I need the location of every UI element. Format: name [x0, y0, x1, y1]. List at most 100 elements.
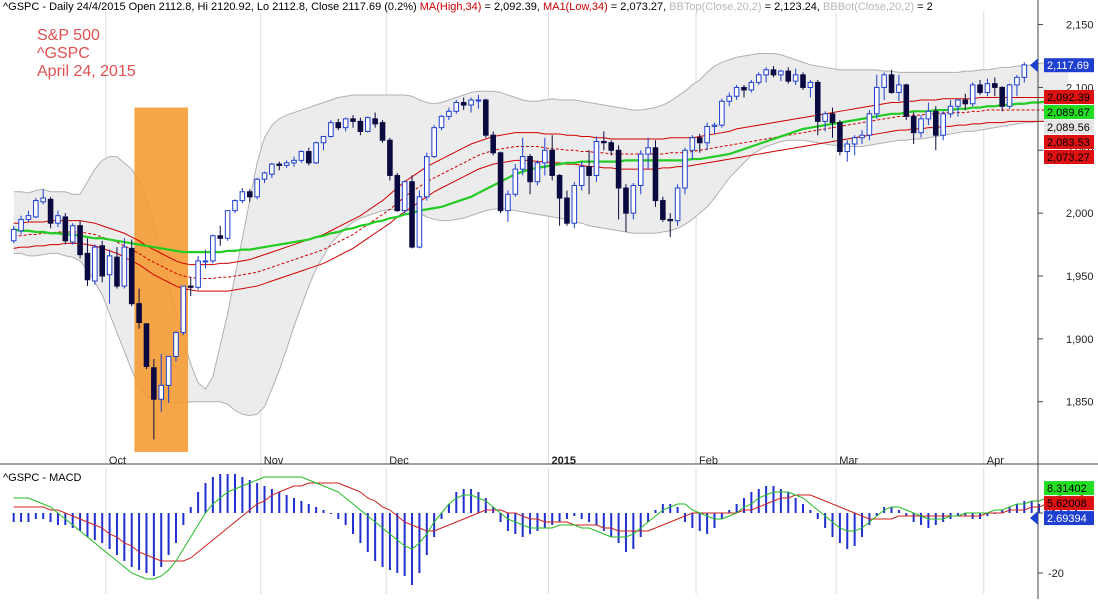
- macd-histogram-bar: [344, 513, 347, 525]
- candle-body: [357, 120, 364, 132]
- macd-histogram-bar: [189, 507, 192, 513]
- candle-body: [394, 174, 401, 212]
- header-ma-high: MA(High,34): [419, 1, 482, 13]
- ma-high-line: [13, 96, 1069, 266]
- macd-histogram-bar: [794, 498, 797, 513]
- macd-histogram-bar: [720, 513, 723, 519]
- candle-body: [519, 156, 526, 170]
- candle-body: [401, 181, 408, 212]
- candle-body: [829, 113, 836, 124]
- macd-histogram-bar: [278, 492, 281, 513]
- candle-body: [291, 159, 297, 164]
- macd-histogram-bar: [256, 483, 259, 513]
- candle-body: [328, 122, 334, 137]
- candle-body: [556, 174, 563, 199]
- candle-body: [40, 197, 46, 203]
- candle-body: [549, 149, 555, 176]
- macd-histogram-bar: [145, 513, 148, 573]
- candle-body: [224, 210, 231, 239]
- macd-histogram-bar: [56, 513, 59, 525]
- macd-histogram-bar: [536, 513, 539, 531]
- x-tick-label: Nov: [264, 455, 284, 467]
- macd-histogram-bar: [433, 513, 436, 537]
- macd-histogram-bar: [49, 513, 52, 522]
- main-price-tag: 2,083.53: [1044, 134, 1094, 149]
- macd-histogram-bar: [484, 498, 487, 513]
- ma-low-line: [13, 120, 1069, 292]
- candle-body: [637, 153, 644, 186]
- candle-body: [468, 99, 474, 106]
- header-ma-low: MA1(Low,34): [542, 1, 608, 13]
- price-tag-bg: [1044, 134, 1094, 149]
- candle-body: [77, 225, 83, 256]
- macd-histogram-bar: [219, 474, 222, 513]
- candle-body: [578, 166, 585, 186]
- header-ma-low-value: = 2,073.27,: [607, 1, 670, 13]
- macd-histogram-bar: [779, 489, 782, 513]
- macd-histogram-bar: [565, 513, 568, 519]
- macd-histogram-bar: [735, 504, 738, 513]
- candle-body: [608, 142, 614, 151]
- candle-body: [283, 162, 290, 166]
- macd-histogram-bar: [447, 504, 450, 513]
- candle-body: [18, 218, 24, 232]
- macd-histogram-bar: [506, 513, 509, 531]
- macd-histogram-bar: [71, 513, 74, 528]
- macd-histogram-bar: [809, 510, 812, 513]
- main-price-tag: 2,092.39: [1044, 89, 1094, 104]
- macd-histogram-bar: [861, 513, 864, 537]
- candle-body: [62, 216, 69, 242]
- macd-histogram-bar: [897, 510, 900, 513]
- candle-body: [962, 99, 969, 105]
- price-tag-bg: [1044, 58, 1094, 73]
- candle-body: [814, 81, 821, 122]
- price-tag-bg: [1044, 149, 1094, 164]
- macd-histogram-bar: [551, 513, 554, 525]
- candle-body: [947, 105, 954, 115]
- candle-body: [903, 84, 910, 117]
- main-price-tag: 2,089.56: [1044, 119, 1094, 134]
- candle-body: [121, 246, 128, 287]
- candle-body: [33, 200, 39, 218]
- candle-body: [674, 187, 681, 222]
- macd-histogram-bar: [875, 513, 878, 516]
- macd-histogram-bar: [802, 504, 805, 513]
- candle-body: [800, 74, 806, 88]
- x-tick-label: Oct: [109, 455, 126, 467]
- header-bbtop-value: = 2,123.24,: [761, 1, 824, 13]
- macd-histogram-bar: [115, 513, 118, 555]
- candle-body: [542, 149, 548, 164]
- macd-histogram-bar: [1015, 504, 1018, 513]
- macd-histogram-bar: [307, 504, 310, 513]
- macd-histogram-bar: [300, 501, 303, 513]
- candle-body: [165, 355, 172, 386]
- candle-body: [955, 99, 961, 107]
- candle-body: [372, 118, 378, 125]
- macd-signal-line: [13, 482, 1084, 562]
- macd-histogram-bar: [34, 513, 37, 519]
- macd-histogram-bar: [388, 513, 391, 570]
- candle-body: [645, 147, 651, 155]
- candle-body: [925, 110, 932, 120]
- chart-header: ^GSPC - Daily 24/4/2015 Open 2112.8, Hi …: [3, 0, 933, 14]
- macd-histogram-bar: [1001, 510, 1004, 513]
- macd-histogram-bar: [757, 489, 760, 513]
- candle-body: [807, 81, 814, 88]
- macd-histogram-bar: [270, 489, 273, 513]
- macd-histogram-bar: [927, 513, 930, 528]
- macd-value-tag: 2.69394: [1030, 511, 1094, 526]
- candle-body: [424, 156, 430, 198]
- macd-histogram-bar: [610, 513, 613, 537]
- candle-body: [151, 367, 157, 400]
- candle-body: [770, 69, 777, 76]
- macd-histogram-bar: [602, 513, 605, 531]
- macd-histogram-bar: [285, 495, 288, 513]
- candle-body: [25, 215, 32, 220]
- macd-histogram-bar: [499, 513, 502, 522]
- candle-body: [158, 384, 165, 400]
- header-ma-high-value: = 2,092.39,: [481, 1, 543, 13]
- macd-histogram-bar: [108, 513, 111, 549]
- header-bbtop: BBTop(Close,20,2): [669, 1, 762, 13]
- candle-body: [379, 122, 386, 141]
- candle-body: [92, 246, 98, 282]
